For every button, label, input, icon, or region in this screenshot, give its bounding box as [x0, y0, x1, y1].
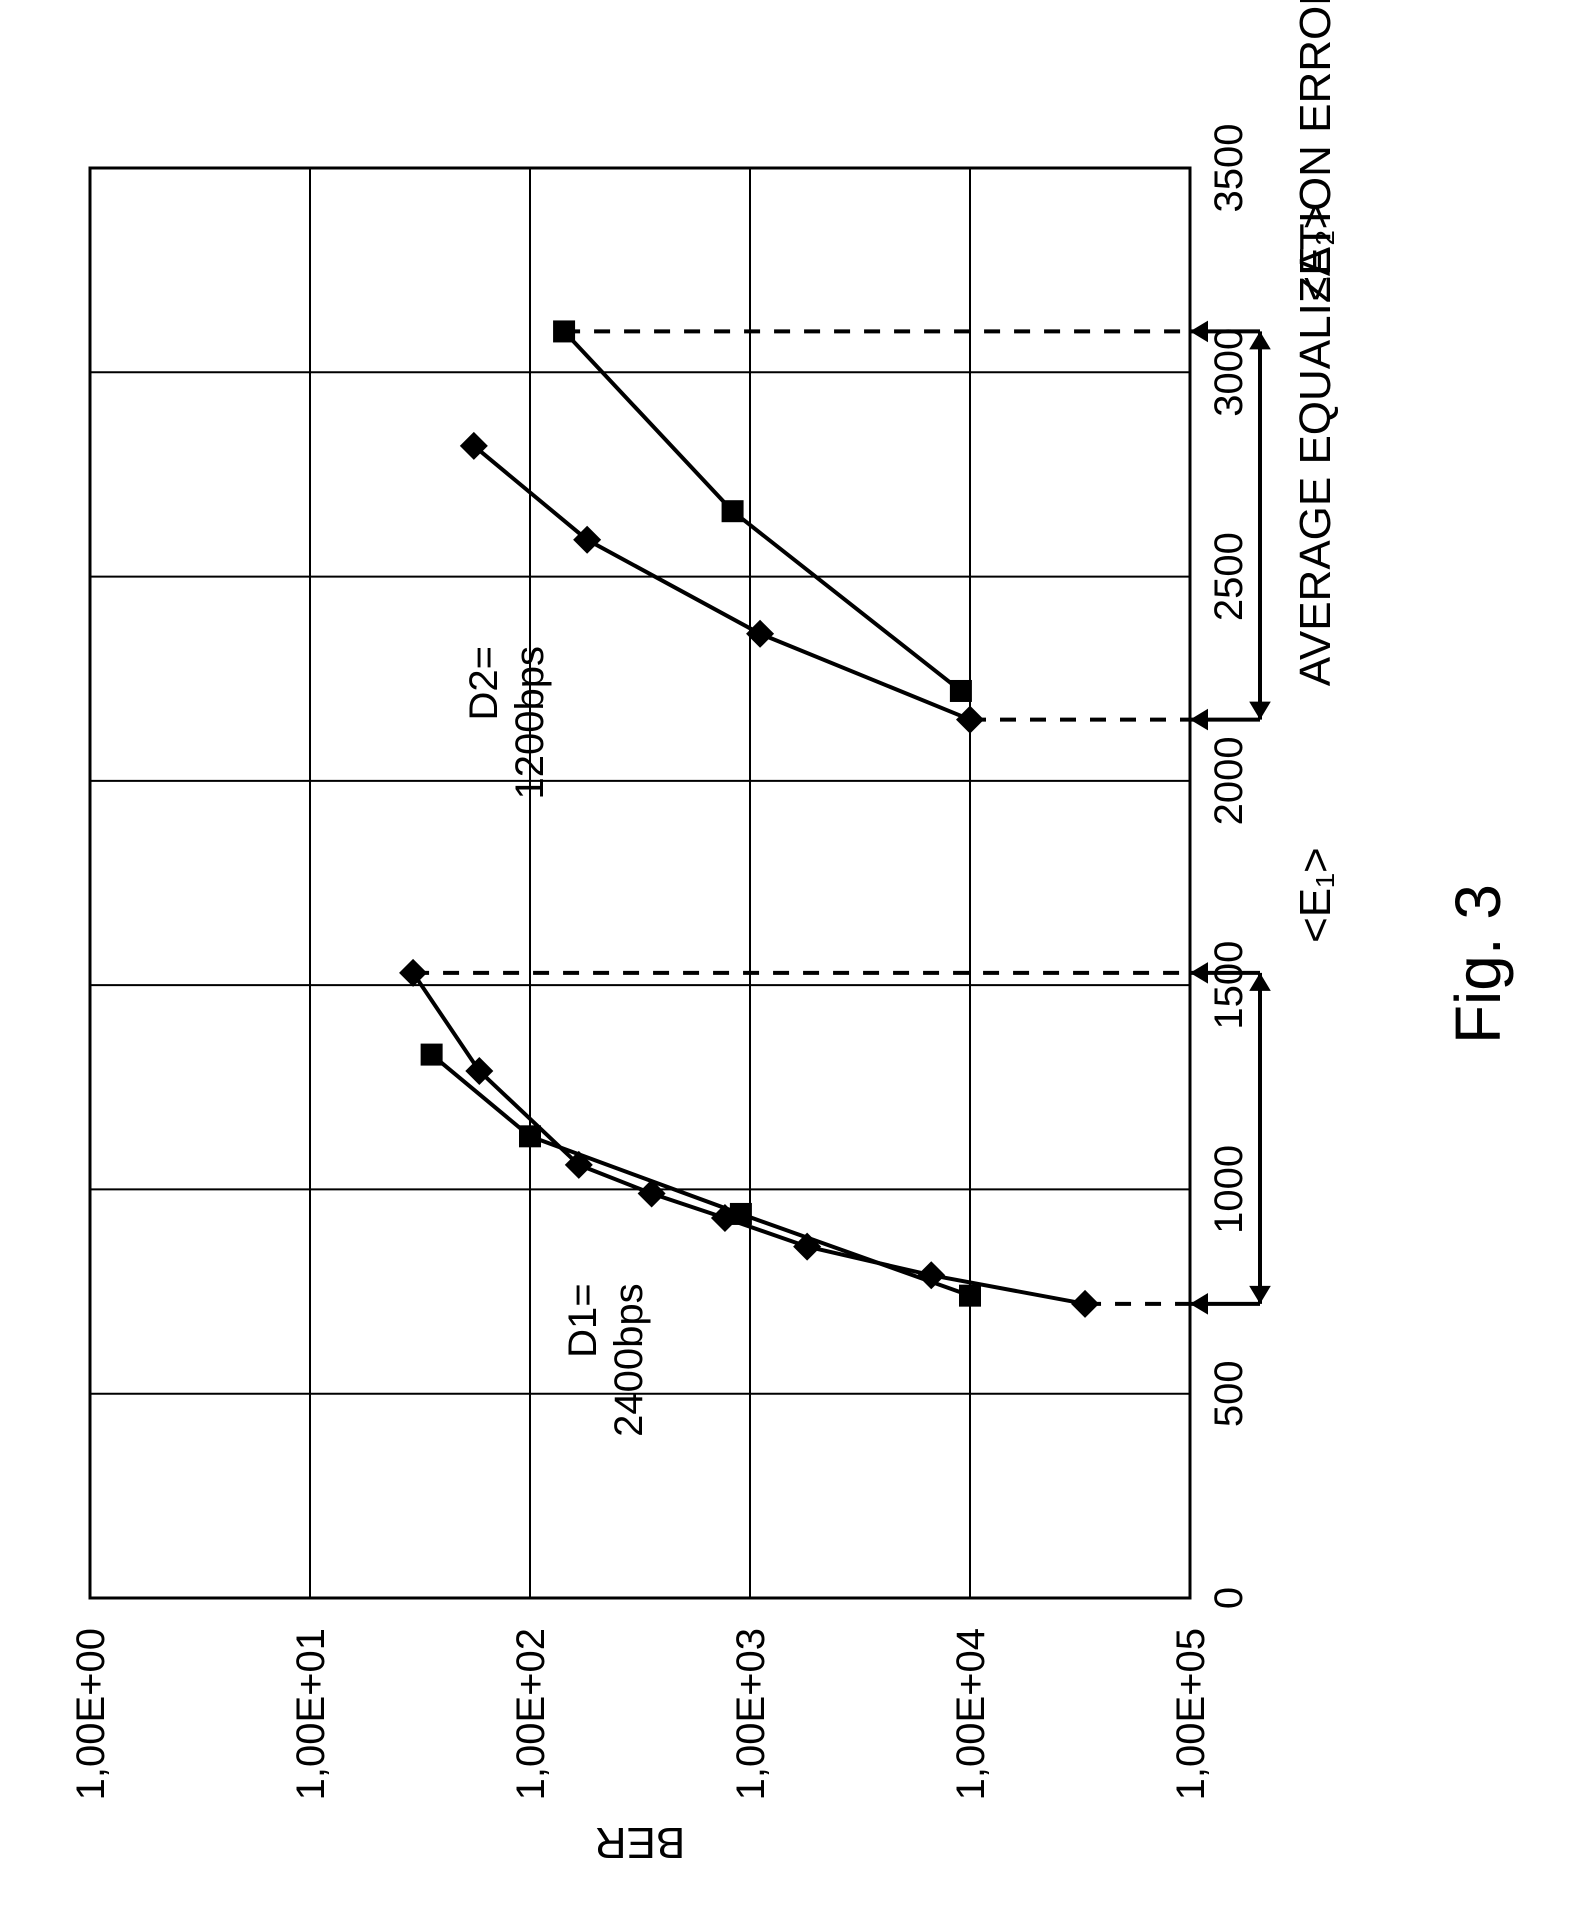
figure-label: Fig. 3: [1442, 884, 1514, 1044]
x-tick-label: 500: [1207, 1360, 1251, 1427]
marker-square: [722, 500, 744, 522]
arrowhead-icon: [1249, 973, 1271, 991]
annotation-D2: 1200bps: [508, 646, 552, 799]
marker-square: [950, 680, 972, 702]
marker-square: [421, 1044, 443, 1066]
series-line: [432, 1055, 970, 1296]
arrowhead-icon: [1190, 321, 1208, 343]
x-tick-label: 0: [1207, 1587, 1251, 1609]
arrowhead-icon: [1190, 962, 1208, 984]
x-axis-label: AVERAGE EQUALIZATION ERROR: [1291, 0, 1340, 686]
x-tick-label: 1500: [1207, 941, 1251, 1030]
arrowhead-icon: [1249, 1286, 1271, 1304]
y-tick-label: 1,00E+01: [289, 1628, 333, 1800]
y-axis-label: BER: [595, 1818, 685, 1867]
annotation-D2: D2=: [462, 646, 506, 721]
arrowhead-icon: [1249, 702, 1271, 720]
x-tick-label: 1000: [1207, 1145, 1251, 1234]
marker-diamond: [793, 1233, 821, 1261]
ber-vs-eq-error-chart: 0 500 1000 1500 2000 2500 3000 3500 1,00E+00 1,00…: [0, 0, 1590, 1928]
y-tick-label: 1,00E+05: [1169, 1628, 1213, 1800]
y-tick-label: 1,00E+04: [949, 1628, 993, 1800]
arrowhead-icon: [1249, 331, 1271, 349]
y-tick-label: 1,00E+03: [729, 1628, 773, 1800]
x-tick-label: 2000: [1207, 736, 1251, 825]
y-tick-label: 1,00E+00: [69, 1628, 113, 1800]
arrowhead-icon: [1190, 1293, 1208, 1315]
x-tick-label: 3500: [1207, 124, 1251, 213]
y-tick-label: 1,00E+02: [509, 1628, 553, 1800]
marker-square: [959, 1285, 981, 1307]
annotation-D1: 2400bps: [607, 1283, 651, 1436]
x-tick-label: 2500: [1207, 532, 1251, 621]
range-label: <E₁>: [1291, 847, 1340, 943]
x-tick-label: 3000: [1207, 328, 1251, 417]
annotation-D1: D1=: [561, 1283, 605, 1358]
arrowhead-icon: [1190, 709, 1208, 731]
